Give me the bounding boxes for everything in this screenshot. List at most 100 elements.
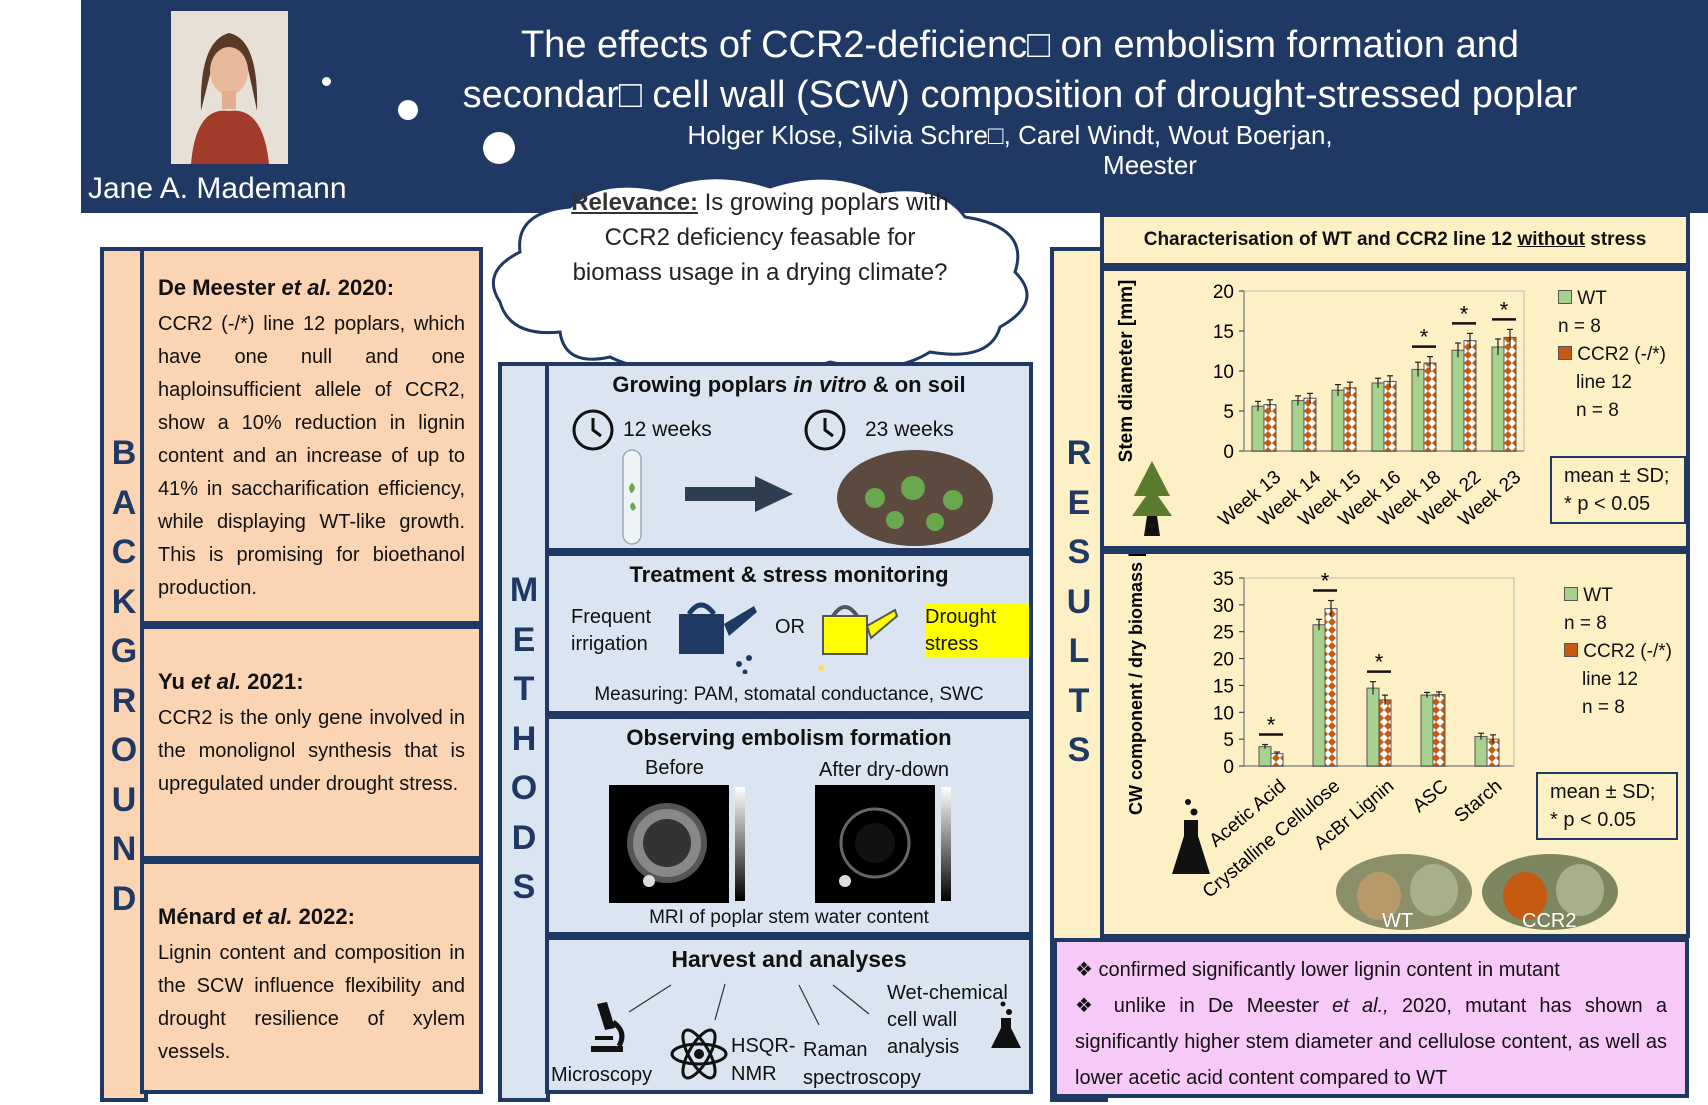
title-line-1: The effects of CCR2-deficienc□ on emboli… (520, 24, 1520, 66)
poster-title: The effects of CCR2-deficienc□ on emboli… (380, 20, 1660, 120)
microscopy-label: Microscopy (551, 1064, 653, 1086)
y-tick-label: 5 (1223, 730, 1234, 751)
significance-star: * (1420, 325, 1429, 350)
methods-letter: D (511, 818, 537, 857)
drought-label: Drought stress (925, 604, 1029, 658)
duration-in-vitro: 12 weeks (623, 418, 712, 441)
background-letter: O (110, 731, 138, 769)
mri-after-image (815, 785, 951, 903)
y-tick-label: 25 (1213, 623, 1234, 644)
y-tick-label: 0 (1223, 757, 1234, 778)
y-tick-label: 20 (1213, 650, 1234, 671)
harvest-title: Harvest and analyses (671, 946, 907, 972)
summary-point-2: ❖ unlike in De Meester et al., 2020, mut… (1075, 995, 1667, 1089)
background-letter: B (111, 434, 137, 472)
authors-line-2: Meester (1103, 150, 1197, 180)
results-letter: E (1067, 483, 1091, 522)
legend-swatch-wt (1558, 290, 1572, 304)
x-tick-label: Starch (1451, 776, 1507, 827)
results-summary: ❖ confirmed significantly lower lignin c… (1053, 938, 1689, 1098)
bar-ccr2 (1378, 699, 1392, 767)
bar-wt (1251, 405, 1265, 452)
significance-star: * (1460, 301, 1469, 326)
mri-caption: MRI of poplar stem water content (649, 907, 929, 928)
relevance-label: Relevance: (571, 189, 698, 216)
bar-wt (1312, 624, 1326, 767)
significance-star: * (1321, 569, 1330, 594)
y-tick-label: 30 (1213, 596, 1234, 617)
flask-icon (1172, 799, 1210, 874)
bar-wt (1371, 382, 1385, 452)
wt-stem-photo (1336, 854, 1472, 930)
author-list: Holger Klose, Silvia Schre□, Carel Windt… (560, 120, 1460, 180)
significance-star: * (1375, 650, 1384, 675)
bar-ccr2 (1383, 380, 1397, 452)
methods-harvest: Harvest and analyses Microscopy HSQR-NMR… (545, 936, 1033, 1094)
y-tick-label: 0 (1223, 442, 1234, 463)
methods-letter: M (509, 571, 539, 609)
background-letter: R (111, 681, 137, 720)
mri-before-image (609, 785, 745, 903)
bar-wt (1366, 687, 1380, 767)
test-tube-image (622, 449, 642, 545)
ref-heading: Yu et al. 2021: (158, 669, 304, 694)
arrow-right-icon (685, 476, 793, 512)
bar-wt (1491, 346, 1505, 452)
y-tick-label: 10 (1213, 362, 1234, 383)
chart-legend: WT n = 8 CCR2 (-/*) line 12 n = 8 (1558, 288, 1666, 421)
results-letter: S (1067, 533, 1091, 571)
clock-icon (804, 409, 846, 451)
methods-treatment: Treatment & stress monitoring Frequent i… (545, 552, 1033, 715)
bar-wt (1331, 389, 1345, 452)
ref-text: CCR2 (-/*) line 12 poplars, which have o… (158, 313, 465, 599)
relevance-question: Is growing poplars with CCR2 deficiency … (572, 189, 949, 286)
y-tick-label: 10 (1213, 703, 1234, 724)
bar-ccr2 (1463, 340, 1477, 452)
reference-yu: Yu et al. 2021: CCR2 is the only gene in… (140, 625, 483, 860)
title-line-2: secondar□ cell wall (SCW) composition of… (462, 74, 1578, 116)
raman-label: Raman spectroscopy (803, 1039, 921, 1089)
stats-note: mean ± SD; * p < 0.05 (1536, 772, 1678, 840)
background-letter: N (111, 830, 137, 868)
y-tick-label: 20 (1213, 282, 1234, 303)
ref-heading: De Meester et al. 2020: (158, 275, 395, 300)
or-label: OR (775, 616, 805, 638)
wetchem-label: Wet-chemical cell wall analysis (887, 982, 1008, 1058)
y-axis-label: CW component / dry biomass [%] (1126, 554, 1146, 815)
nmr-label: HSQR-NMR (731, 1035, 796, 1085)
clock-icon (572, 409, 614, 451)
irrigation-label: Frequent irrigation (571, 606, 652, 655)
background-letter: G (110, 632, 138, 670)
presenter-photo (171, 11, 288, 164)
empty-watering-can-icon (818, 605, 899, 671)
methods-letter: S (512, 868, 536, 906)
y-tick-label: 15 (1213, 322, 1234, 343)
bar-ccr2 (1343, 387, 1357, 452)
ref-heading: Ménard et al. 2022: (158, 904, 355, 929)
background-letter: D (111, 879, 137, 918)
methods-letter: T (513, 670, 535, 708)
soil-plants-image (837, 450, 993, 546)
tree-icon (1132, 461, 1172, 536)
background-letter: C (111, 533, 137, 571)
y-tick-label: 5 (1223, 402, 1234, 423)
connector-lines (628, 983, 870, 1026)
before-label: Before (645, 757, 704, 779)
bar-wt (1411, 368, 1425, 452)
bar-ccr2 (1303, 397, 1317, 452)
background-letter: A (111, 483, 137, 522)
bar-wt (1258, 746, 1272, 767)
y-tick-label: 15 (1213, 676, 1234, 697)
bar-ccr2 (1432, 694, 1446, 767)
bar-wt (1474, 735, 1488, 767)
treatment-title: Treatment & stress monitoring (629, 562, 949, 587)
bar-ccr2 (1263, 404, 1277, 452)
ref-text: Lignin content and composition in the SC… (158, 942, 465, 1063)
embolism-title: Observing embolism formation (626, 725, 952, 750)
methods-letter: H (511, 719, 537, 758)
decorative-dot (483, 132, 515, 164)
decorative-dot (322, 77, 331, 86)
flask-icon (991, 1001, 1021, 1048)
bar-ccr2 (1324, 608, 1338, 767)
